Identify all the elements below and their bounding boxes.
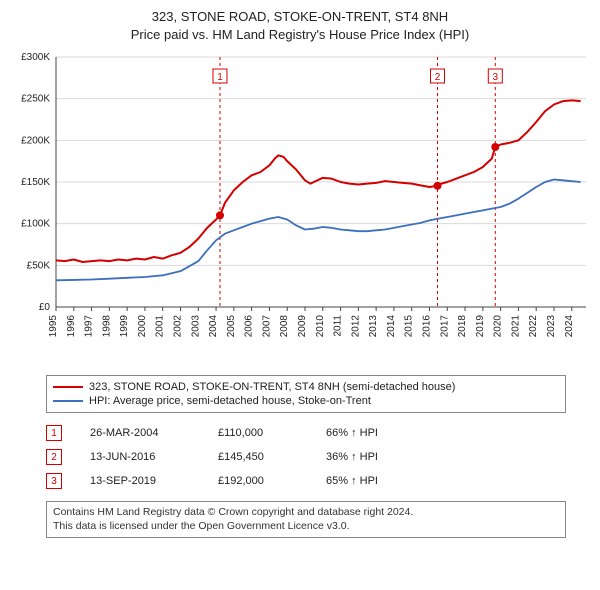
chart-svg: £0 £50K £100K £150K £200K £250K £300K 1995 1996 1… <box>8 49 592 369</box>
svg-text:2004: 2004 <box>208 315 219 338</box>
event-row: 2 13-JUN-2016 £145,450 36% ↑ HPI <box>46 445 592 469</box>
svg-text:2014: 2014 <box>386 315 397 338</box>
svg-text:2005: 2005 <box>226 315 237 338</box>
svg-text:2016: 2016 <box>421 315 432 338</box>
svg-text:2015: 2015 <box>404 315 415 338</box>
footer-line: Contains HM Land Registry data © Crown c… <box>53 506 559 520</box>
svg-text:£50K: £50K <box>27 260 51 271</box>
chart-title: 323, STONE ROAD, STOKE-ON-TRENT, ST4 8NH… <box>8 8 592 43</box>
svg-text:2009: 2009 <box>297 315 308 338</box>
svg-text:£0: £0 <box>39 302 51 313</box>
legend-label: HPI: Average price, semi-detached house,… <box>89 395 371 407</box>
svg-text:2012: 2012 <box>350 315 361 338</box>
price-chart: £0 £50K £100K £150K £200K £250K £300K 1995 1996 1… <box>8 49 592 369</box>
event-hpi: 65% ↑ HPI <box>326 475 416 487</box>
svg-text:2019: 2019 <box>475 315 486 338</box>
footer-line: This data is licensed under the Open Gov… <box>53 520 559 534</box>
event-price: £145,450 <box>218 451 298 463</box>
svg-text:2022: 2022 <box>528 315 539 338</box>
svg-text:2011: 2011 <box>333 315 344 337</box>
svg-text:2006: 2006 <box>244 315 255 338</box>
footer-attribution: Contains HM Land Registry data © Crown c… <box>46 501 566 538</box>
svg-text:1996: 1996 <box>66 315 77 338</box>
svg-text:£250K: £250K <box>21 94 50 105</box>
svg-text:3: 3 <box>493 72 499 83</box>
event-row: 3 13-SEP-2019 £192,000 65% ↑ HPI <box>46 469 592 493</box>
svg-text:2007: 2007 <box>261 315 272 338</box>
event-marker-icon: 1 <box>46 425 62 441</box>
event-date: 13-JUN-2016 <box>90 451 190 463</box>
event-marker-icon: 3 <box>46 473 62 489</box>
svg-text:£200K: £200K <box>21 135 50 146</box>
title-line1: 323, STONE ROAD, STOKE-ON-TRENT, ST4 8NH <box>8 8 592 26</box>
svg-text:£100K: £100K <box>21 219 50 230</box>
svg-text:1998: 1998 <box>101 315 112 338</box>
svg-text:2003: 2003 <box>190 315 201 338</box>
legend-swatch <box>53 400 83 402</box>
svg-text:2021: 2021 <box>510 315 521 338</box>
svg-text:2017: 2017 <box>439 315 450 338</box>
event-price: £110,000 <box>218 427 298 439</box>
svg-text:2008: 2008 <box>279 315 290 338</box>
svg-text:1: 1 <box>217 72 223 83</box>
legend: 323, STONE ROAD, STOKE-ON-TRENT, ST4 8NH… <box>46 375 566 413</box>
legend-label: 323, STONE ROAD, STOKE-ON-TRENT, ST4 8NH… <box>89 381 455 393</box>
svg-text:2018: 2018 <box>457 315 468 338</box>
svg-text:£300K: £300K <box>21 52 50 63</box>
svg-text:2024: 2024 <box>564 315 575 338</box>
svg-text:1997: 1997 <box>84 315 95 338</box>
event-row: 1 26-MAR-2004 £110,000 66% ↑ HPI <box>46 421 592 445</box>
legend-swatch <box>53 386 83 388</box>
svg-text:2023: 2023 <box>546 315 557 338</box>
svg-text:2010: 2010 <box>315 315 326 338</box>
svg-text:2001: 2001 <box>155 315 166 338</box>
svg-text:2000: 2000 <box>137 315 148 338</box>
event-date: 26-MAR-2004 <box>90 427 190 439</box>
title-line2: Price paid vs. HM Land Registry's House … <box>8 26 592 44</box>
event-marker-icon: 2 <box>46 449 62 465</box>
svg-text:£150K: £150K <box>21 177 50 188</box>
event-date: 13-SEP-2019 <box>90 475 190 487</box>
event-hpi: 36% ↑ HPI <box>326 451 416 463</box>
svg-text:2020: 2020 <box>493 315 504 338</box>
svg-text:2: 2 <box>435 72 441 83</box>
svg-text:2013: 2013 <box>368 315 379 338</box>
event-hpi: 66% ↑ HPI <box>326 427 416 439</box>
svg-text:1999: 1999 <box>119 315 130 338</box>
event-table: 1 26-MAR-2004 £110,000 66% ↑ HPI 2 13-JU… <box>46 421 592 493</box>
event-price: £192,000 <box>218 475 298 487</box>
legend-item: HPI: Average price, semi-detached house,… <box>53 394 559 408</box>
svg-text:1995: 1995 <box>48 315 59 338</box>
legend-item: 323, STONE ROAD, STOKE-ON-TRENT, ST4 8NH… <box>53 380 559 394</box>
svg-text:2002: 2002 <box>172 315 183 338</box>
